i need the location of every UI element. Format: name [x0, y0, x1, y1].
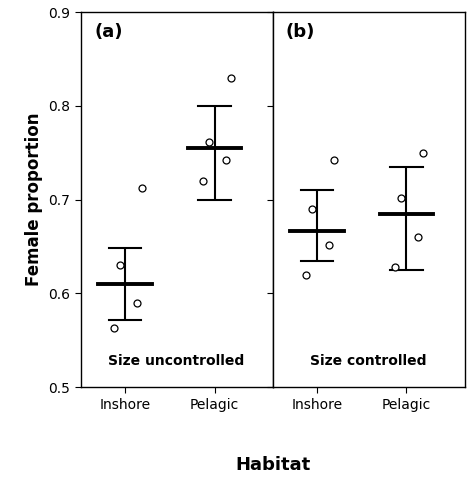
Y-axis label: Female proportion: Female proportion	[25, 113, 43, 287]
Text: Size uncontrolled: Size uncontrolled	[109, 354, 245, 368]
Text: (a): (a)	[94, 23, 122, 41]
Text: Habitat: Habitat	[235, 456, 310, 474]
Text: Size controlled: Size controlled	[310, 354, 427, 368]
Text: (b): (b)	[286, 23, 315, 41]
